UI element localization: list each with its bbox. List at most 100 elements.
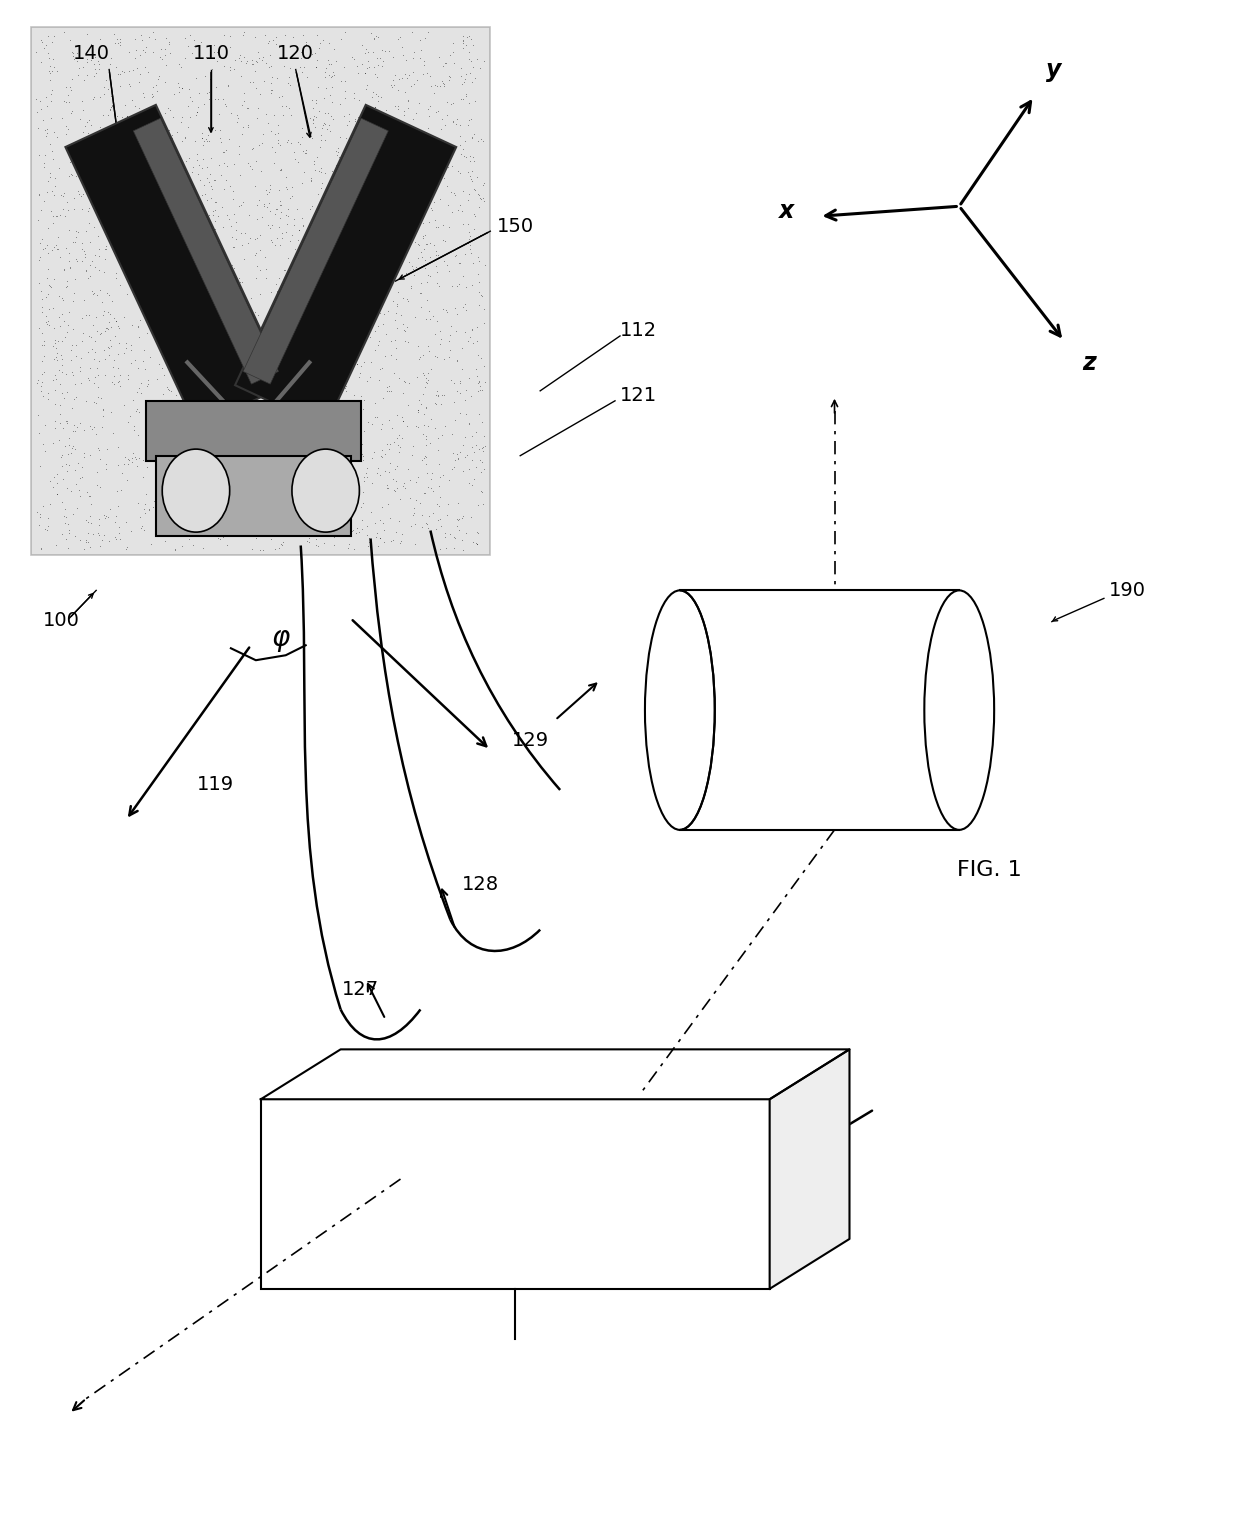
Point (353, 388, 373, 412)
Point (37, 232, 57, 257)
Point (45, 267, 64, 292)
Point (405, 229, 425, 253)
Point (31, 98, 51, 122)
Point (197, 130, 217, 154)
Point (234, 454, 254, 478)
Point (265, 140, 285, 165)
Point (192, 380, 212, 405)
Point (456, 84, 476, 108)
Point (332, 263, 352, 287)
Point (336, 379, 356, 403)
Point (187, 95, 207, 119)
Point (143, 275, 162, 299)
Point (181, 420, 201, 444)
Point (210, 44, 229, 69)
Point (238, 305, 258, 330)
Point (448, 446, 467, 470)
Point (420, 173, 440, 197)
Point (135, 203, 155, 228)
Point (343, 518, 363, 542)
Point (179, 234, 198, 258)
Point (343, 501, 363, 525)
Point (258, 212, 278, 237)
Point (356, 176, 376, 200)
Point (48, 156, 68, 180)
Point (459, 365, 479, 389)
Point (53, 257, 73, 281)
Point (190, 284, 210, 308)
Point (241, 70, 260, 95)
Point (413, 61, 433, 86)
Point (443, 90, 463, 115)
Point (203, 203, 223, 228)
Point (401, 179, 420, 203)
Point (91, 475, 110, 499)
Point (460, 324, 480, 348)
Point (105, 308, 125, 333)
Point (254, 69, 274, 93)
Point (161, 354, 181, 379)
Point (330, 302, 350, 327)
Point (175, 26, 195, 50)
Point (190, 81, 210, 105)
Point (97, 437, 117, 461)
Point (71, 183, 91, 208)
Point (211, 321, 231, 345)
Point (312, 469, 332, 493)
Point (336, 363, 356, 388)
Point (472, 435, 492, 460)
Point (377, 432, 397, 457)
Point (37, 118, 57, 142)
Point (273, 341, 293, 365)
Point (88, 49, 108, 73)
Point (89, 447, 109, 472)
Text: 112: 112 (620, 322, 657, 341)
Point (104, 116, 124, 140)
Point (87, 391, 107, 415)
Point (177, 304, 197, 328)
Point (347, 353, 367, 377)
Point (388, 423, 408, 447)
Point (339, 342, 358, 366)
Point (335, 104, 355, 128)
Point (231, 270, 250, 295)
Point (73, 418, 93, 443)
Point (465, 148, 485, 173)
Point (450, 133, 470, 157)
Point (61, 337, 81, 362)
Point (139, 498, 159, 522)
Point (289, 467, 309, 492)
Point (368, 328, 388, 353)
Point (86, 365, 105, 389)
Point (165, 538, 185, 562)
Point (221, 58, 241, 82)
Point (100, 302, 120, 327)
Point (36, 32, 56, 56)
Point (283, 521, 303, 545)
Point (143, 40, 162, 64)
Point (95, 131, 115, 156)
Point (233, 505, 253, 530)
Point (459, 472, 479, 496)
Point (143, 84, 162, 108)
Point (68, 153, 88, 177)
Point (305, 399, 325, 423)
Point (58, 426, 78, 450)
Point (299, 322, 319, 347)
Point (138, 321, 157, 345)
Point (166, 229, 186, 253)
Point (341, 221, 361, 246)
Point (301, 87, 321, 111)
Point (231, 194, 250, 218)
Point (438, 192, 458, 217)
Point (335, 177, 355, 202)
Point (387, 426, 407, 450)
Point (83, 87, 103, 111)
Point (50, 305, 69, 330)
Point (316, 339, 336, 363)
Point (310, 250, 330, 275)
Point (387, 347, 407, 371)
Point (161, 322, 181, 347)
Point (221, 55, 241, 79)
Point (461, 159, 481, 183)
